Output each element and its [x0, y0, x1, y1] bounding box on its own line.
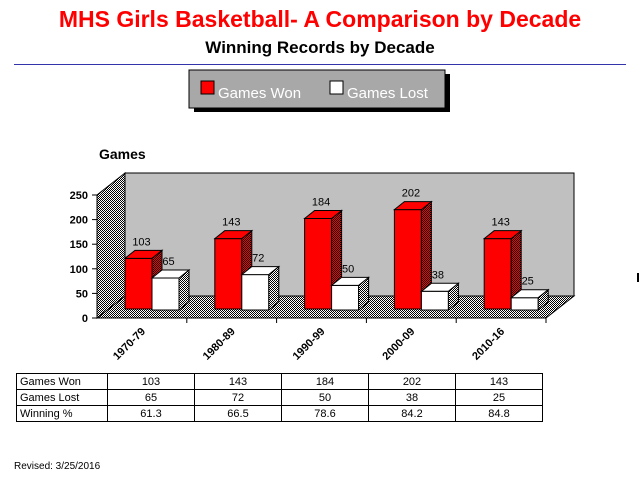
bar-lost-front	[241, 274, 270, 311]
bar-lost-top	[330, 276, 371, 286]
bar-won-top	[213, 230, 254, 240]
bar-won-top	[482, 230, 523, 240]
x-tick-label: 2010-16	[470, 326, 507, 363]
table-row-header: Games Lost	[16, 389, 108, 406]
y-tick-label: 150	[70, 239, 88, 251]
table-row-header: Games Won	[16, 373, 108, 390]
legend-box	[188, 69, 446, 109]
x-tick-label: 2000-09	[380, 326, 417, 363]
bar-won-top	[123, 249, 164, 259]
bar-lost-label: 38	[432, 269, 444, 281]
table-cell: 84.8	[455, 405, 543, 422]
y-tick-label: 50	[76, 288, 88, 300]
table-cell: 143	[455, 373, 543, 390]
bar-won-label: 103	[132, 236, 150, 248]
bar-lost-label: 50	[342, 263, 354, 275]
plot-area: 250 200 150 100 50 0 103 65 1970-79 143 72 1980-89 1…	[70, 171, 576, 363]
table-cell: 202	[368, 373, 456, 390]
bar-won-label: 143	[222, 217, 240, 229]
x-tick-label: 1970-79	[111, 326, 148, 363]
bar-won-top	[392, 201, 433, 211]
bar-won-front	[483, 238, 512, 310]
bar-lost-label: 72	[252, 253, 264, 265]
table-cell: 25	[455, 389, 543, 406]
bar-lost-front	[510, 297, 539, 311]
table-row: Winning % 61.3 66.5 78.6 84.2 84.8	[16, 405, 543, 422]
bar-lost-top	[240, 266, 281, 276]
table-row: Games Lost 65 72 50 38 25	[16, 389, 543, 406]
table-cell: 184	[281, 373, 369, 390]
table-cell: 61.3	[107, 405, 195, 422]
y-tick-label: 100	[70, 264, 88, 276]
bar-won-label: 143	[492, 217, 510, 229]
legend-swatch-lost	[329, 80, 344, 95]
table-cell: 65	[107, 389, 195, 406]
bar-won-front	[393, 209, 422, 310]
bar-lost-front	[151, 277, 180, 311]
header-divider	[14, 64, 626, 65]
page-subtitle: Winning Records by Decade	[205, 38, 435, 57]
table-cell: 143	[194, 373, 282, 390]
bar-won-top	[303, 209, 344, 219]
y-tick-label: 200	[70, 215, 88, 227]
bar-won-front	[124, 257, 153, 310]
table-row: Games Won 103 143 184 202 143	[16, 373, 543, 390]
y-tick-label: 0	[82, 313, 88, 325]
bar-lost-top	[150, 269, 191, 279]
table-cell: 103	[107, 373, 195, 390]
legend-swatch-won	[200, 80, 215, 95]
bar-lost-top	[419, 282, 460, 292]
bar-lost-top	[509, 289, 550, 299]
table-cell: 84.2	[368, 405, 456, 422]
legend-label: Games Lost	[347, 85, 429, 102]
data-table: Games Won 103 143 184 202 143 Games Lost 65 72 50…	[16, 373, 543, 422]
table-cell: 72	[194, 389, 282, 406]
bar-won-front	[304, 217, 333, 310]
table-cell: 50	[281, 389, 369, 406]
bar-lost-label: 65	[162, 256, 174, 268]
table-cell: 78.6	[281, 405, 369, 422]
bar-won-front	[214, 238, 243, 310]
bar-won-label: 184	[312, 196, 330, 208]
x-tick-label: 1990-99	[291, 326, 328, 363]
y-tick-label: 250	[70, 190, 88, 202]
plot-side-wall	[96, 171, 126, 320]
edge-mark	[637, 273, 639, 282]
bar-lost-front	[331, 284, 360, 311]
table-cell: 38	[368, 389, 456, 406]
bar-lost-label: 25	[522, 276, 534, 288]
table-cell: 66.5	[194, 405, 282, 422]
bar-chart: Games Won Games Lost 250 200 150 100 50 0 103 65…	[70, 69, 576, 363]
page-title: MHS Girls Basketball- A Comparison by De…	[58, 6, 582, 32]
bar-lost-front	[420, 290, 449, 311]
y-axis-label: Games	[99, 146, 146, 162]
table-row-header: Winning %	[16, 405, 108, 422]
bar-won-label: 202	[402, 188, 420, 200]
x-tick-label: 1980-89	[201, 326, 238, 363]
revised-date: Revised: 3/25/2016	[14, 461, 101, 472]
legend-label: Games Won	[218, 85, 301, 102]
chart-legend: Games Won Games Lost	[188, 69, 450, 112]
